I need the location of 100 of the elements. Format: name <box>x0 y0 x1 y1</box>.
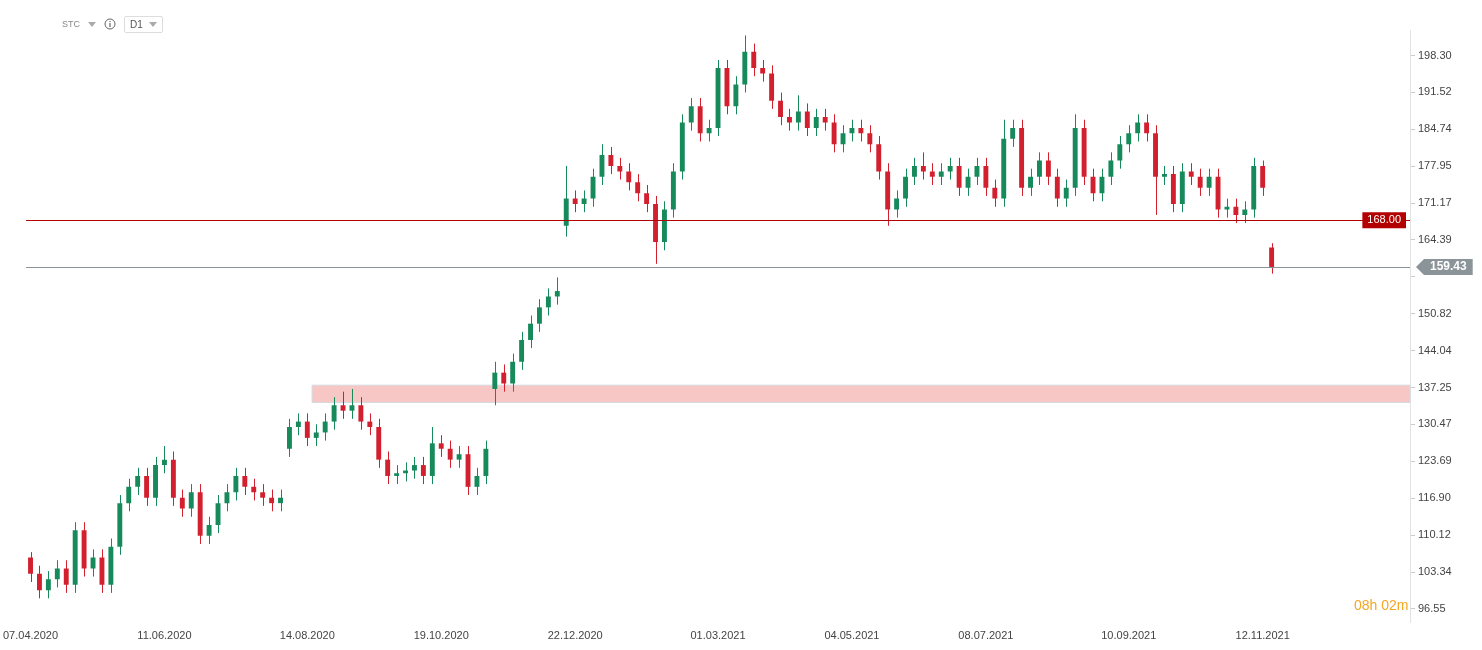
candlestick <box>358 396 364 431</box>
candlestick <box>1206 168 1212 197</box>
x-tick-label: 14.08.2020 <box>279 629 335 642</box>
candlestick <box>929 162 935 186</box>
y-tick-label: 144.04 <box>1418 343 1452 356</box>
candlestick <box>760 59 766 83</box>
candlestick <box>420 456 426 485</box>
candlestick <box>1063 179 1069 208</box>
candlestick <box>537 298 542 333</box>
candlestick <box>528 315 533 349</box>
candlestick <box>1260 160 1266 197</box>
x-tick-label: 08.07.2021 <box>958 629 1014 642</box>
y-tick-label: 164.39 <box>1418 233 1452 246</box>
candlestick <box>367 412 373 436</box>
y-tick-label: 123.69 <box>1418 454 1452 467</box>
x-tick-label: 22.12.2020 <box>547 629 603 642</box>
candlestick <box>260 483 266 507</box>
candlestick <box>1233 198 1239 224</box>
candlestick <box>45 570 51 599</box>
candlestick <box>617 157 623 181</box>
candlestick <box>947 157 953 181</box>
y-tick-label: 171.17 <box>1418 196 1452 209</box>
candlestick <box>269 489 275 512</box>
x-tick-label: 07.04.2020 <box>3 629 59 642</box>
candlestick <box>456 445 462 469</box>
candlestick <box>135 467 141 496</box>
candlestick <box>519 331 525 371</box>
candlestick <box>1045 151 1051 186</box>
candlestick <box>492 361 498 406</box>
candlestick <box>804 102 810 137</box>
candlestick <box>162 445 167 474</box>
candlestick <box>295 412 301 436</box>
candlestick <box>867 124 873 153</box>
candlestick <box>37 565 42 599</box>
y-tick-label: 198.30 <box>1418 48 1452 61</box>
candlestick <box>394 464 400 485</box>
candlestick <box>581 189 587 213</box>
candlestick <box>63 559 69 594</box>
candlestick <box>787 108 792 132</box>
candlestick <box>751 43 757 77</box>
candlestick <box>983 157 989 197</box>
candlestick <box>554 276 560 306</box>
candlestick <box>1126 124 1132 153</box>
candlestick <box>412 456 417 480</box>
text: STC <box>62 19 80 29</box>
y-tick-label: 103.34 <box>1418 565 1452 578</box>
annotation: 08h 02m <box>1354 597 1409 613</box>
y-tick-label: 96.55 <box>1418 601 1446 614</box>
candlestick <box>233 467 239 501</box>
candlestick <box>1135 113 1141 142</box>
candlestick <box>1108 151 1114 186</box>
candlestick <box>322 412 328 442</box>
ref-line-label: 159.43 <box>1430 259 1468 274</box>
candlestick <box>795 94 801 132</box>
candlestick <box>1117 135 1123 170</box>
candlestick <box>1162 165 1167 186</box>
candlestick <box>1037 151 1042 186</box>
y-tick-label: 130.47 <box>1418 417 1452 430</box>
candlestick <box>1188 162 1194 186</box>
candlestick <box>206 516 212 545</box>
candlestick <box>733 75 739 115</box>
candlestick <box>179 489 185 518</box>
x-tick-label: 12.11.2021 <box>1235 629 1290 642</box>
candlestick <box>894 189 900 219</box>
candlestick <box>1242 200 1248 224</box>
candlestick <box>188 483 194 518</box>
candlestick <box>242 467 248 496</box>
candlestick <box>278 489 283 512</box>
x-tick-label: 19.10.2020 <box>413 629 469 642</box>
candlestick <box>313 423 319 447</box>
candlestick <box>438 434 444 458</box>
candlestick <box>831 113 837 153</box>
candlestick <box>635 173 641 202</box>
candlestick <box>331 396 337 431</box>
candlestick <box>822 108 828 132</box>
y-tick-label: 110.12 <box>1418 528 1451 541</box>
candlestick <box>608 146 614 175</box>
candlestick <box>858 119 864 142</box>
candlestick <box>251 478 257 501</box>
candlestick <box>1269 242 1275 275</box>
candlestick <box>903 168 908 208</box>
candlestick <box>126 478 132 512</box>
x-tick-label: 10.09.2021 <box>1101 629 1157 642</box>
candlestick <box>1028 168 1033 197</box>
candlestick <box>1197 168 1203 197</box>
candlestick <box>1054 168 1060 208</box>
candlestick <box>304 412 310 447</box>
y-tick-label: 137.25 <box>1418 380 1452 393</box>
candlestick <box>1144 113 1150 142</box>
candlestick <box>644 184 650 213</box>
x-tick-label: 11.06.2020 <box>137 629 192 642</box>
candlestick <box>813 108 819 137</box>
candlestick <box>912 157 917 186</box>
y-tick-label: 184.74 <box>1418 122 1452 135</box>
candlestick <box>920 151 926 181</box>
select-field: D1 <box>124 15 163 33</box>
candlestick <box>572 189 578 213</box>
candlestick <box>54 559 60 588</box>
candlestick <box>545 287 551 317</box>
ref-line-label: 168.00 <box>1367 213 1402 226</box>
